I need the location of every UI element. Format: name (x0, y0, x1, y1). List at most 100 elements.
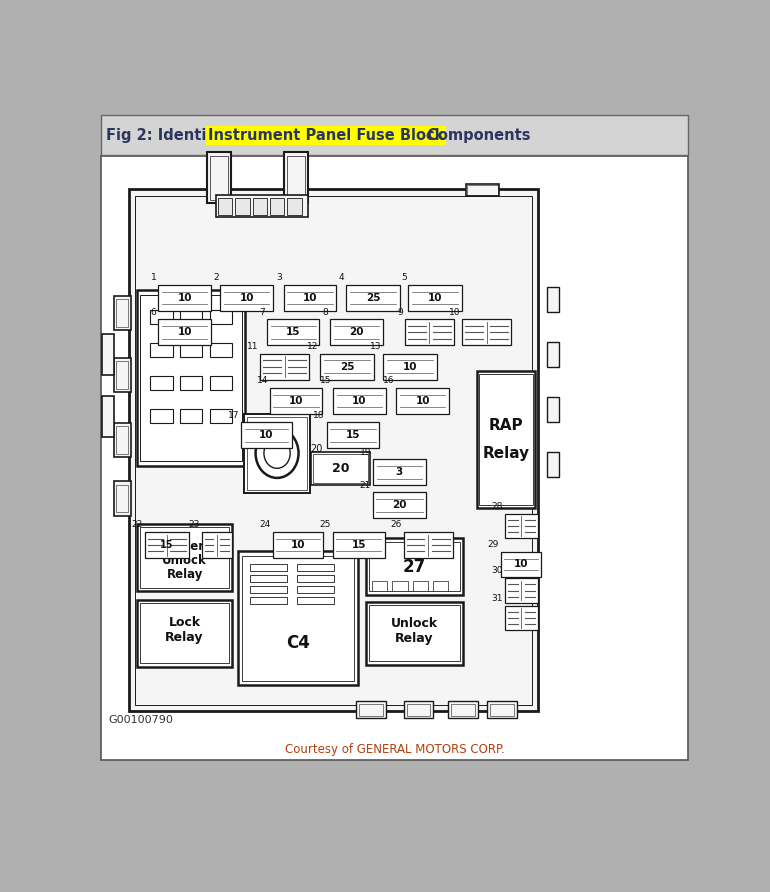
Text: 15: 15 (352, 541, 366, 550)
Bar (283, 285, 336, 311)
Bar (296, 565, 333, 572)
Bar (346, 285, 400, 311)
Bar (356, 701, 386, 718)
Text: Relay: Relay (166, 631, 204, 644)
Bar (137, 599, 233, 667)
Bar (392, 581, 408, 591)
Text: 9: 9 (397, 308, 403, 317)
Bar (150, 343, 172, 357)
Text: 7: 7 (259, 308, 265, 317)
Bar (467, 186, 498, 195)
Bar (267, 319, 320, 345)
Bar (296, 575, 333, 582)
Bar (114, 296, 131, 330)
Bar (448, 701, 478, 718)
Bar (102, 334, 114, 375)
Bar (366, 601, 463, 665)
Text: 20: 20 (332, 462, 349, 475)
Bar (330, 319, 383, 345)
Text: 28: 28 (491, 502, 503, 511)
Bar (504, 514, 537, 539)
Text: Unlock: Unlock (390, 617, 438, 630)
Bar (145, 533, 189, 558)
Text: Lock: Lock (169, 615, 201, 629)
Text: Driver: Driver (164, 541, 205, 553)
Text: 10: 10 (514, 559, 528, 569)
Bar (159, 285, 211, 311)
Bar (250, 565, 287, 572)
Text: 14: 14 (256, 376, 268, 385)
Text: 5: 5 (401, 273, 407, 282)
Text: 25: 25 (320, 520, 331, 530)
Bar (209, 376, 233, 390)
Bar (369, 541, 460, 591)
Text: Unlock: Unlock (162, 554, 207, 566)
Bar (413, 581, 428, 591)
Bar (311, 452, 370, 485)
Bar (369, 605, 460, 661)
Bar (405, 319, 454, 345)
Bar (287, 198, 302, 215)
Text: 10: 10 (449, 308, 460, 317)
Bar (250, 598, 287, 604)
Text: 10: 10 (239, 293, 254, 303)
Bar (150, 310, 172, 324)
Text: 8: 8 (323, 308, 328, 317)
Bar (273, 533, 323, 558)
Text: 26: 26 (390, 520, 402, 530)
Bar (270, 198, 284, 215)
Bar (270, 388, 323, 414)
Bar (467, 184, 499, 196)
Bar (114, 482, 131, 516)
Bar (116, 300, 128, 326)
Bar (490, 704, 514, 716)
Bar (246, 417, 307, 491)
Text: 3: 3 (396, 467, 403, 477)
Text: 3: 3 (276, 273, 282, 282)
Text: 10: 10 (177, 327, 192, 337)
Bar (218, 198, 233, 215)
Bar (209, 409, 233, 423)
Bar (372, 581, 387, 591)
Text: 31: 31 (491, 594, 503, 603)
Bar (296, 598, 333, 604)
Bar (547, 397, 559, 422)
Bar (487, 701, 517, 718)
Text: Relay: Relay (483, 446, 530, 460)
Bar (140, 527, 229, 588)
Text: 15: 15 (346, 430, 360, 441)
Text: C4: C4 (286, 634, 310, 652)
Bar (403, 701, 434, 718)
Text: Fig 2: Identifying: Fig 2: Identifying (105, 128, 253, 143)
Bar (403, 533, 453, 558)
Bar (238, 551, 357, 685)
Bar (206, 152, 230, 203)
Bar (140, 603, 229, 664)
Bar (547, 287, 559, 311)
Text: 13: 13 (370, 342, 381, 351)
Text: 2: 2 (213, 273, 219, 282)
Circle shape (256, 428, 299, 478)
Bar (547, 452, 559, 476)
Text: 10: 10 (259, 430, 273, 441)
Bar (397, 388, 449, 414)
Text: 10: 10 (403, 361, 417, 372)
Text: 29: 29 (487, 541, 499, 549)
Bar (333, 533, 385, 558)
Bar (284, 152, 308, 203)
Text: 25: 25 (366, 293, 380, 303)
Bar (326, 422, 379, 449)
Bar (480, 374, 533, 506)
Text: 22: 22 (132, 520, 142, 530)
Bar (500, 552, 541, 577)
Bar (383, 353, 437, 380)
Bar (244, 414, 310, 493)
Bar (180, 376, 203, 390)
Bar (504, 578, 537, 603)
Bar (137, 524, 233, 591)
Bar (101, 156, 688, 760)
Text: 12: 12 (307, 342, 318, 351)
Bar (220, 285, 273, 311)
Text: 4: 4 (339, 273, 344, 282)
Bar (180, 409, 203, 423)
